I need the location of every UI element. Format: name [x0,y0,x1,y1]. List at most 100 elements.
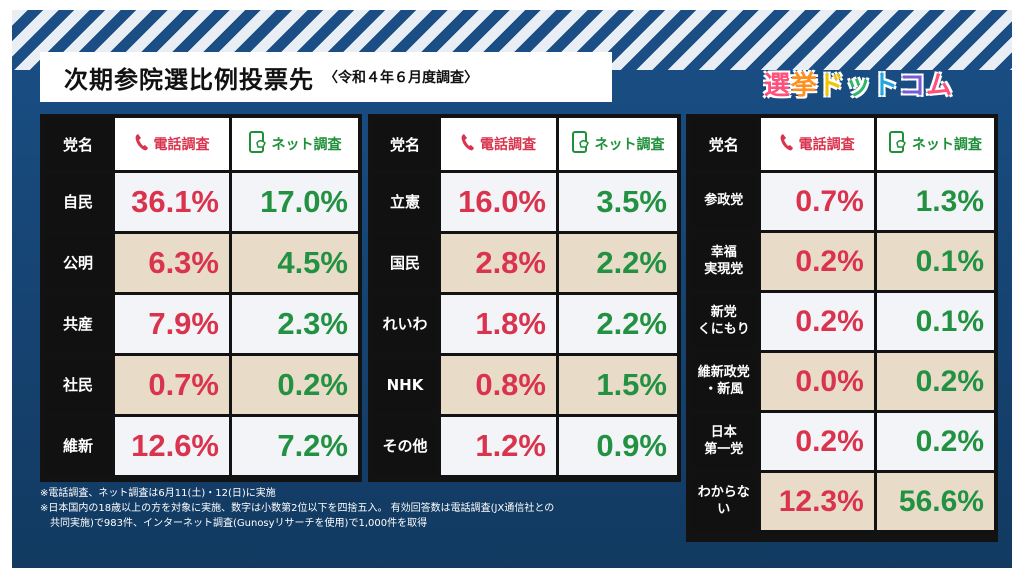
logo-char: コ [899,71,926,101]
table-header-row: 党名 電話調査 ネット調査 [690,118,994,170]
phone-survey-value: 6.3% [115,234,229,292]
table-header-row: 党名 電話調査 ネット調査 [372,118,677,170]
header-phone-label: 電話調査 [798,137,855,153]
phone-survey-value: 0.0% [760,353,874,410]
phone-survey-value: 0.2% [760,413,874,470]
phone-survey-value: 12.6% [115,417,229,475]
net-survey-value: 1.3% [876,173,994,230]
party-name: 国民 [372,234,438,292]
net-survey-value: 0.1% [876,233,994,290]
phone-survey-value: 2.8% [441,234,556,292]
phone-survey-value: 1.2% [441,417,556,475]
results-table-2: 党名 電話調査 ネット調査 立憲 16.0% 3.5% 国民 2.8% 2.2% れいわ 1.8% 2… [368,114,681,482]
net-survey-value: 0.9% [559,417,677,475]
phone-survey-value: 12.3% [760,473,874,530]
net-survey-value: 1.5% [559,356,677,414]
net-survey-value: 2.2% [559,234,677,292]
page-title: 次期参院選比例投票先 [64,65,314,94]
header-net-label: ネット調査 [594,137,665,153]
net-survey-value: 0.2% [876,413,994,470]
footnotes: ※電話調査、ネット調査は6月11(土)・12(日)に実施 ※日本国内の18歳以上… [40,486,680,531]
table-row: NHK 0.8% 1.5% [372,356,677,414]
net-survey-value: 3.5% [559,173,677,231]
smartphone-icon [888,131,907,157]
phone-survey-value: 0.7% [760,173,874,230]
header-phone-survey: 電話調査 [760,118,874,170]
phone-survey-value: 0.2% [760,293,874,350]
party-name: 立憲 [372,173,438,231]
table-row: 国民 2.8% 2.2% [372,234,677,292]
smartphone-icon [248,131,267,157]
background-frame: 次期参院選比例投票先 〈令和４年６月度調査〉 選 挙 ド ッ ト コ ム 党名 電… [12,10,1012,568]
table-row: 維新政党 ・新風 0.0% 0.2% [690,353,994,410]
net-survey-value: 56.6% [876,473,994,530]
phone-survey-value: 7.9% [115,295,229,353]
footnote-line: ※電話調査、ネット調査は6月11(土)・12(日)に実施 [40,488,276,499]
party-name: NHK [372,356,438,414]
party-name: 社民 [44,356,112,414]
table-row: わからない 12.3% 56.6% [690,473,994,530]
net-survey-value: 7.2% [232,417,358,475]
phone-survey-value: 1.8% [441,295,556,353]
header-phone-label: 電話調査 [480,137,536,153]
net-survey-value: 4.5% [232,234,358,292]
table-row: 立憲 16.0% 3.5% [372,173,677,231]
header-party: 党名 [690,118,758,170]
phone-icon [135,133,149,155]
senkyo-dotcom-logo: 選 挙 ド ッ ト コ ム [764,66,952,106]
party-name: 共産 [44,295,112,353]
phone-survey-value: 0.2% [760,233,874,290]
header-phone-label: 電話調査 [153,137,210,153]
party-name: 維新 [44,417,112,475]
phone-survey-value: 0.7% [115,356,229,414]
table-row: れいわ 1.8% 2.2% [372,295,677,353]
net-survey-value: 17.0% [232,173,358,231]
logo-char: ド [818,71,845,101]
footnote-line: ※日本国内の18歳以上の方を対象に実施、数字は小数第2位以下を四捨五入。 有効回… [40,503,555,514]
phone-survey-value: 16.0% [441,173,556,231]
header-net-label: ネット調査 [911,137,982,153]
net-survey-value: 0.2% [876,353,994,410]
table-row: 日本 第一党 0.2% 0.2% [690,413,994,470]
logo-char: 選 [764,71,791,101]
logo-char: ト [872,71,899,101]
phone-survey-value: 36.1% [115,173,229,231]
smartphone-icon [571,131,590,157]
party-name: 公明 [44,234,112,292]
header-net-survey: ネット調査 [876,118,994,170]
table-row: 社民 0.7% 0.2% [44,356,358,414]
net-survey-value: 2.2% [559,295,677,353]
logo-char: 挙 [791,71,818,101]
party-name: れいわ [372,295,438,353]
table-row: 維新 12.6% 7.2% [44,417,358,475]
party-name: 幸福 実現党 [690,233,758,290]
party-name: 参政党 [690,173,758,230]
phone-icon [780,133,794,155]
party-name: わからない [690,473,758,530]
header-net-label: ネット調査 [271,137,342,153]
table-row: 新党 くにもり 0.2% 0.1% [690,293,994,350]
party-name: 新党 くにもり [690,293,758,350]
header-net-survey: ネット調査 [559,118,677,170]
party-name: その他 [372,417,438,475]
phone-icon [461,133,475,155]
table-row: その他 1.2% 0.9% [372,417,677,475]
logo-char: ム [926,71,953,101]
results-table-1: 党名 電話調査 ネット調査 自民 36.1% 17.0% 公明 6.3% 4.5% 共産 7.9% 2… [40,114,362,482]
header-party: 党名 [44,118,112,170]
header-phone-survey: 電話調査 [115,118,229,170]
table-row: 共産 7.9% 2.3% [44,295,358,353]
table-row: 公明 6.3% 4.5% [44,234,358,292]
page-subtitle: 〈令和４年６月度調査〉 [324,70,478,86]
header-net-survey: ネット調査 [232,118,358,170]
phone-survey-value: 0.8% [441,356,556,414]
logo-char: ッ [845,71,872,101]
net-survey-value: 2.3% [232,295,358,353]
table-row: 参政党 0.7% 1.3% [690,173,994,230]
header-party: 党名 [372,118,438,170]
table-row: 自民 36.1% 17.0% [44,173,358,231]
net-survey-value: 0.1% [876,293,994,350]
results-table-3: 党名 電話調査 ネット調査 参政党 0.7% 1.3% 幸福 実現党 0.2% 0.1% 新党 く… [686,114,998,542]
party-name: 維新政党 ・新風 [690,353,758,410]
table-row: 幸福 実現党 0.2% 0.1% [690,233,994,290]
